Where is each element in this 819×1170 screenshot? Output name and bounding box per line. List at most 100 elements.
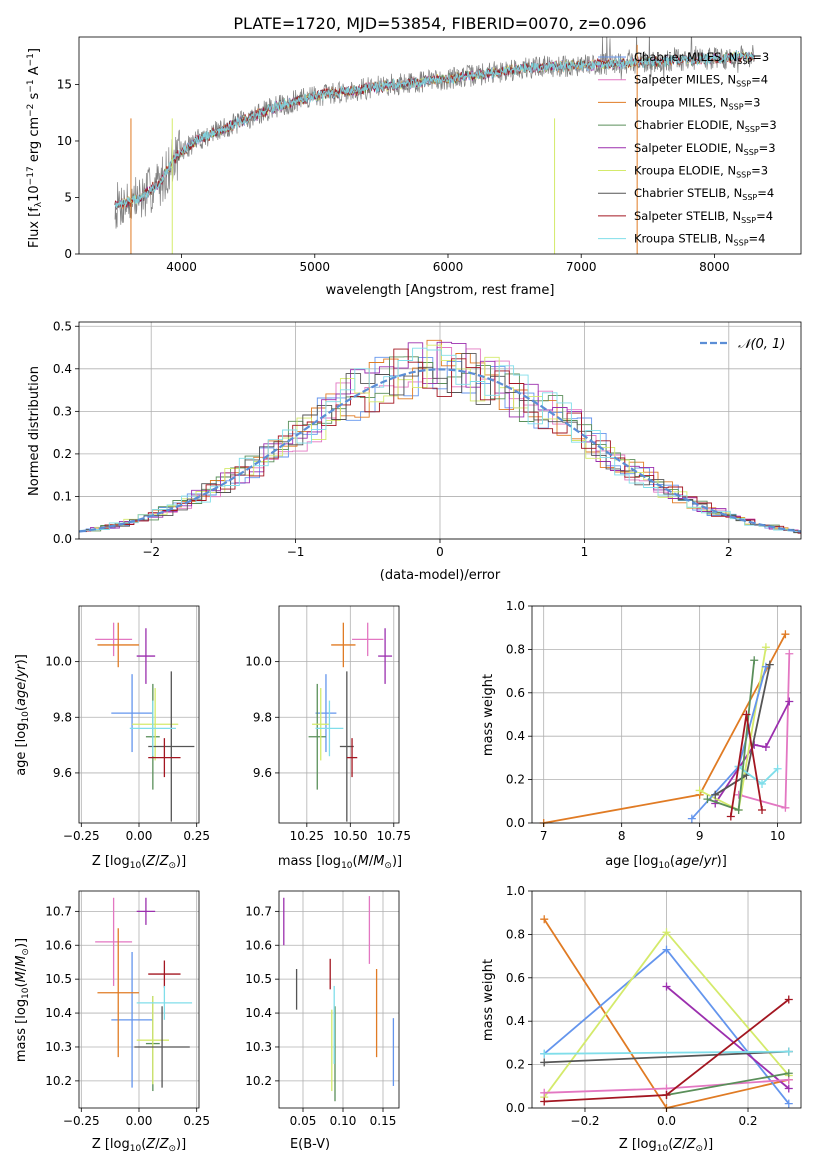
weight-marker xyxy=(540,1049,549,1058)
y-tick-label: 10.5 xyxy=(45,972,72,986)
legend-label: Chabrier MILES, NSSP=3 xyxy=(634,50,769,66)
y-tick-label: 0.0 xyxy=(506,816,525,830)
histogram-step xyxy=(79,348,801,534)
y-tick-label: 15 xyxy=(57,77,72,91)
wZ-xlabel: Z [log10(Z/Z⊙)] xyxy=(619,1137,713,1154)
y-tick-label: 10.2 xyxy=(245,1074,272,1088)
x-tick-label: 6000 xyxy=(433,260,464,274)
legend-sub: SSP xyxy=(745,125,760,134)
axes-frame xyxy=(78,36,802,255)
y-tick-label: 10.6 xyxy=(245,938,272,952)
weight-series xyxy=(665,985,790,1090)
axes-frame xyxy=(78,321,802,540)
weight-marker xyxy=(687,814,696,823)
weight-series xyxy=(666,1072,789,1096)
legend-rest: =4 xyxy=(749,232,766,246)
x-tick-label: 0.15 xyxy=(370,1114,397,1128)
weight-marker xyxy=(703,795,712,804)
weight-marker xyxy=(761,743,770,752)
x-tick-label: −2 xyxy=(142,545,160,559)
weight-marker xyxy=(662,928,671,937)
x-tick-label: 4000 xyxy=(166,260,197,274)
x-tick-label: −0.2 xyxy=(570,1114,599,1128)
legend-sub: SSP xyxy=(744,148,759,157)
legend-label: Kroupa ELODIE, NSSP=3 xyxy=(634,164,768,180)
y-tick-label: 10.6 xyxy=(45,938,72,952)
weight-marker xyxy=(695,786,704,795)
ageZ-xlabel: Z [log10(Z/Z⊙)] xyxy=(92,854,186,871)
legend-label: Chabrier STELIB, NSSP=4 xyxy=(634,186,774,202)
weight-marker xyxy=(765,660,774,669)
y-tick-label: 9.6 xyxy=(253,766,272,780)
y-tick-label: 0.6 xyxy=(506,971,525,985)
weight-marker xyxy=(711,790,720,799)
legend-label: Salpeter STELIB, NSSP=4 xyxy=(634,209,773,225)
x-tick-label: 0.25 xyxy=(183,829,210,843)
legend-sub: SSP xyxy=(741,216,756,225)
residuals-xlabel: (data-model)/error xyxy=(380,568,501,583)
y-tick-label: 0.4 xyxy=(506,1014,525,1028)
y-tick-label: 0.2 xyxy=(506,773,525,787)
legend-rest: =3 xyxy=(752,50,769,64)
legend-label: Chabrier ELODIE, NSSP=3 xyxy=(634,118,777,134)
weight-series xyxy=(544,1050,789,1064)
plot-area xyxy=(532,606,801,823)
y-tick-label: 0.4 xyxy=(506,729,525,743)
weight-marker xyxy=(784,995,793,1004)
weight-marker xyxy=(662,945,671,954)
legend-rest: =4 xyxy=(757,186,774,200)
x-tick-label: 8 xyxy=(618,829,626,843)
mZ-xlabel: Z [log10(Z/Z⊙)] xyxy=(92,1137,186,1154)
y-tick-label: 9.8 xyxy=(53,710,72,724)
y-tick-label: 10.4 xyxy=(245,1006,272,1020)
x-tick-label: 0.05 xyxy=(290,1114,317,1128)
legend-sub: SSP xyxy=(736,171,751,180)
legend-rest: =3 xyxy=(759,141,776,155)
mE-xlabel: E(B-V) xyxy=(290,1137,330,1152)
spectrum-lines xyxy=(114,37,755,254)
x-tick-label: −0.25 xyxy=(63,1114,100,1128)
x-tick-label: 0.0 xyxy=(657,1114,676,1128)
x-tick-label: 0 xyxy=(436,545,444,559)
legend-rest: =3 xyxy=(744,95,761,109)
mass-vs-metallicity-panel: −0.25 0.00 0.25 10.2 10.3 10.4 10.5 10.6 10.7 xyxy=(45,890,210,1128)
x-tick-label: 8000 xyxy=(699,260,730,274)
y-tick-label: 1.0 xyxy=(506,884,525,898)
plot-area xyxy=(279,891,399,1108)
y-tick-label: 10.2 xyxy=(45,1074,72,1088)
legend-label: Salpeter ELODIE, NSSP=3 xyxy=(634,141,776,157)
y-tick-label: 0.5 xyxy=(53,319,72,333)
spectrum-xlabel: wavelength [Angstrom, rest frame] xyxy=(326,283,555,298)
legend-sub: SSP xyxy=(734,239,749,248)
legend-sub: SSP xyxy=(736,80,751,89)
weight-series xyxy=(544,1050,789,1055)
weight-marker xyxy=(662,982,671,991)
weight-marker xyxy=(781,803,790,812)
weight-marker xyxy=(785,649,794,658)
legend-label: 𝒩(0, 1) xyxy=(738,337,785,352)
weight-vs-metallicity-panel: −0.2 0.0 0.2 0.0 0.2 0.4 0.6 0.8 1.0 xyxy=(506,884,802,1128)
weight-series xyxy=(714,701,791,804)
weight-marker xyxy=(785,697,794,706)
y-tick-label: 0.4 xyxy=(53,362,72,376)
y-tick-label: 10.0 xyxy=(245,655,272,669)
weight-marker xyxy=(662,1090,671,1099)
y-tick-label: 10.5 xyxy=(245,972,272,986)
axes-frame xyxy=(531,890,802,1109)
weight-marker xyxy=(758,779,767,788)
x-tick-label: 2 xyxy=(725,545,733,559)
weight-marker xyxy=(540,1097,549,1106)
y-tick-label: 10 xyxy=(57,134,72,148)
x-tick-label: −0.25 xyxy=(63,829,100,843)
y-tick-label: 0.2 xyxy=(53,447,72,461)
weight-marker xyxy=(784,1047,793,1056)
y-tick-label: 9.8 xyxy=(253,710,272,724)
y-tick-label: 1.0 xyxy=(506,599,525,613)
y-tick-label: 0.3 xyxy=(53,404,72,418)
histogram-step xyxy=(79,353,801,534)
x-tick-label: 10 xyxy=(770,829,785,843)
y-tick-label: 0.0 xyxy=(53,532,72,546)
x-tick-label: 10.25 xyxy=(290,829,324,843)
x-tick-label: 7000 xyxy=(566,260,597,274)
spectrum-ylabel: Flux [fλ10−17 erg cm−2 s−1 A−1] xyxy=(26,48,44,248)
